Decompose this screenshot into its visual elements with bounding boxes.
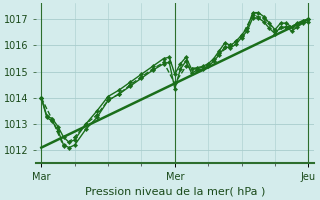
X-axis label: Pression niveau de la mer( hPa ): Pression niveau de la mer( hPa ) — [85, 187, 265, 197]
